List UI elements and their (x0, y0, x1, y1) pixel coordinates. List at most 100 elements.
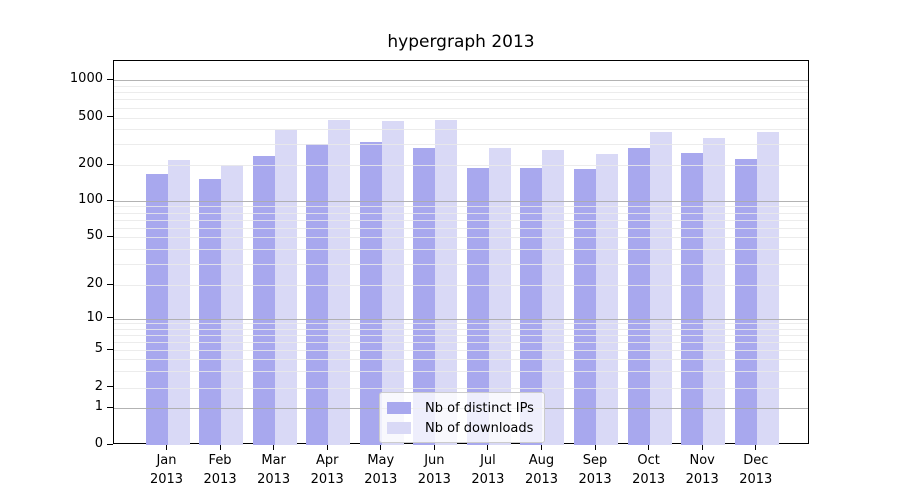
bar-downloads-mar (274, 130, 297, 445)
x-tick-label-oct: Oct 2013 (617, 451, 681, 489)
bar-ips-oct (627, 147, 650, 445)
x-tick-label-apr: Apr 2013 (295, 451, 359, 489)
bar-downloads-dec (756, 132, 779, 445)
y-tick-20 (107, 283, 113, 285)
gridline-y-30 (114, 263, 808, 265)
gridline-y-9 (114, 323, 808, 325)
gridline-y-900 (114, 85, 808, 87)
gridline-y-300 (114, 144, 808, 146)
x-tick-jun (433, 444, 435, 450)
x-tick-label-jun: Jun 2013 (402, 451, 466, 489)
x-tick-month: Dec (743, 453, 769, 468)
x-tick-month: Jun (424, 453, 445, 468)
gridline-y-7 (114, 334, 808, 336)
x-tick-oct (648, 444, 650, 450)
x-tick-nov (701, 444, 703, 450)
y-tick-label-200: 200 (78, 156, 103, 171)
gridline-y-10 (114, 318, 808, 320)
x-tick-month: Mar (261, 453, 286, 468)
gridline-y-70 (114, 219, 808, 221)
x-tick-label-jan: Jan 2013 (135, 451, 199, 489)
legend-label-downloads: Nb of downloads (425, 420, 534, 436)
y-tick-10 (107, 317, 113, 318)
y-tick-100 (107, 199, 113, 201)
bar-downloads-oct (649, 131, 672, 445)
gridline-y-700 (114, 99, 808, 101)
gridline-y-5 (114, 350, 808, 352)
y-tick-label-50: 50 (86, 228, 103, 243)
x-tick-label-nov: Nov 2013 (670, 451, 734, 489)
gridline-y-100 (114, 201, 808, 202)
y-tick-label-5: 5 (94, 341, 103, 357)
y-tick-0 (107, 443, 113, 445)
gridline-y-90 (114, 206, 808, 208)
bar-downloads-jun (435, 119, 458, 445)
x-tick-apr (326, 444, 328, 450)
chart-title: hypergraph 2013 (387, 32, 535, 52)
bar-ips-feb (199, 178, 222, 445)
x-tick-month: Jan (156, 453, 177, 468)
x-tick-dec (755, 444, 757, 450)
x-tick-year: 2013 (310, 472, 344, 487)
bar-ips-jun (413, 147, 436, 445)
bar-ips-may (359, 142, 382, 445)
x-tick-label-sep: Sep 2013 (563, 451, 627, 489)
x-tick-label-feb: Feb 2013 (188, 451, 252, 489)
gridline-y-60 (114, 227, 808, 229)
bar-ips-jan (145, 174, 168, 445)
x-tick-label-jul: Jul 2013 (456, 451, 520, 489)
x-tick-month: Sep (582, 453, 608, 468)
plot-area (113, 60, 809, 445)
x-tick-year: 2013 (364, 472, 398, 487)
x-tick-label-dec: Dec 2013 (724, 451, 788, 489)
gridline-y-40 (114, 248, 808, 250)
x-tick-jul (487, 444, 489, 450)
x-tick-month: Nov (689, 453, 715, 468)
x-tick-label-aug: Aug 2013 (509, 451, 573, 489)
x-tick-year: 2013 (257, 472, 291, 487)
bar-downloads-jul (488, 148, 511, 445)
x-tick-aug (540, 444, 542, 450)
gridline-y-500 (114, 117, 808, 119)
y-tick-label-100: 100 (78, 192, 103, 207)
bar-ips-apr (306, 144, 329, 445)
legend-swatch-downloads-icon (387, 422, 411, 434)
x-tick-sep (594, 444, 596, 450)
gridline-y-8 (114, 328, 808, 330)
y-tick-50 (107, 235, 113, 237)
y-tick-label-20: 20 (86, 276, 103, 291)
y-tick-label-1000: 1000 (69, 71, 103, 86)
x-tick-year: 2013 (578, 472, 612, 487)
y-tick-2 (107, 386, 113, 388)
y-tick-label-10: 10 (86, 309, 103, 325)
x-tick-month: Apr (315, 453, 339, 468)
gridline-y-4 (114, 359, 808, 361)
y-tick-500 (107, 116, 113, 118)
gridline-y-80 (114, 212, 808, 214)
x-tick-year: 2013 (149, 472, 184, 487)
legend-item-distinct-ips: Nb of distinct IPs (387, 398, 535, 418)
x-tick-year: 2013 (417, 472, 451, 487)
x-tick-year: 2013 (685, 472, 719, 487)
gridline-y-1000 (114, 80, 808, 81)
y-tick-label-1: 1 (94, 399, 103, 415)
bar-downloads-feb (221, 164, 244, 445)
gridline-y-6 (114, 341, 808, 343)
x-tick-month: Feb (208, 453, 232, 468)
bar-ips-dec (734, 159, 757, 445)
gridline-y-600 (114, 107, 808, 109)
x-tick-label-mar: Mar 2013 (242, 451, 306, 489)
x-tick-month: Oct (637, 453, 660, 468)
y-tick-label-500: 500 (78, 108, 103, 124)
gridline-y-400 (114, 129, 808, 131)
gridline-y-3 (114, 371, 808, 373)
y-tick-5 (107, 348, 113, 350)
gridline-y-200 (114, 165, 808, 166)
x-tick-month: Jul (480, 453, 496, 468)
y-tick-label-0: 0 (94, 436, 103, 451)
bar-downloads-jan (167, 160, 190, 445)
x-tick-year: 2013 (524, 472, 559, 487)
x-tick-mar (273, 444, 275, 450)
bar-ips-jul (466, 167, 489, 445)
